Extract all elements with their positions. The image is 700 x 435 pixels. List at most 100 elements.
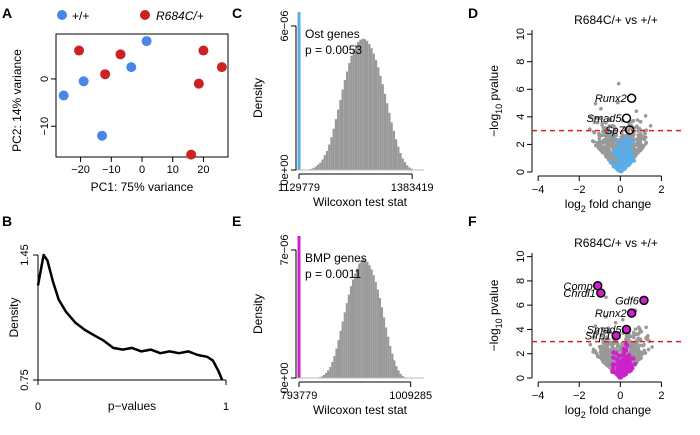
histogram-bar (403, 162, 407, 170)
annotation-gene-set: Ost genes (305, 27, 360, 41)
background-gene-point (605, 150, 609, 154)
histogram-bar (393, 360, 396, 378)
background-gene-point (613, 320, 618, 325)
panel-a-pca-chart: +/+ R684C/+ −20 −10 0 10 20 0 −10 PC1: 75% varian… (10, 9, 229, 194)
background-gene-point (639, 134, 643, 139)
background-gene-point (598, 142, 602, 147)
histogram-bar (374, 282, 377, 378)
background-gene-point (631, 145, 636, 150)
x-tick-label: 2 (658, 390, 664, 402)
background-gene-point (593, 116, 597, 120)
background-gene-point (597, 136, 602, 141)
gene-set-point (614, 351, 619, 356)
histogram-bar (401, 158, 404, 170)
x-axis-label: Wilcoxon test stat (313, 403, 408, 417)
histogram-bar (337, 109, 340, 170)
background-gene-point (606, 363, 610, 368)
background-gene-point (636, 133, 640, 137)
background-gene-point (634, 332, 639, 336)
gene-set-point (610, 369, 615, 375)
gene-set-point (632, 361, 638, 367)
gene-set-point (611, 151, 616, 156)
histogram-bar (339, 330, 342, 378)
background-gene-point (606, 357, 611, 361)
panel-c-histogram-ost: 1129779 1383419 0e+00 6e−06 Wilcoxon test st… (251, 11, 434, 209)
gene-set-point (611, 355, 616, 360)
background-gene-point (595, 120, 600, 125)
histogram-bar (368, 44, 371, 170)
background-gene-point (632, 335, 636, 340)
data-point (126, 62, 137, 73)
gene-set-point (617, 359, 622, 364)
labelled-gene-marker (624, 125, 635, 135)
y-tick-label: 6 (515, 86, 527, 92)
background-gene-point (608, 329, 613, 334)
x-tick-label: 1129779 (278, 182, 320, 194)
x-tick-label: 1383419 (391, 182, 434, 194)
panel-letter-f: F (468, 213, 477, 229)
histogram-bar (330, 137, 333, 170)
background-gene-point (600, 349, 604, 354)
y-tick-label: 0 (39, 76, 51, 82)
y-tick-label: 0e+00 (279, 363, 291, 394)
background-gene-point (614, 133, 619, 138)
gene-set-point (619, 365, 624, 371)
data-point (216, 62, 227, 73)
background-gene-point (601, 129, 605, 134)
background-gene-point (602, 338, 606, 342)
background-gene-point (592, 139, 596, 144)
background-gene-point (592, 120, 597, 125)
gene-label: Runx2 (595, 93, 627, 105)
chart-title: R684C/+ vs +/+ (574, 236, 658, 250)
gene-set-point (622, 153, 627, 158)
histogram-bar (370, 269, 373, 378)
histogram-bar (345, 303, 348, 378)
gene-set-point (613, 148, 619, 153)
labelled-gene-marker (626, 308, 637, 318)
background-gene-point (600, 140, 605, 145)
legend-mut-label: R684C/+ (156, 9, 204, 23)
histogram-bar (376, 289, 379, 378)
histogram-bar (397, 146, 400, 170)
background-gene-point (591, 129, 596, 134)
background-gene-point (599, 133, 604, 138)
y-axis-label: PC2: 14% variance (10, 49, 24, 152)
x-tick-label: 1009285 (389, 390, 432, 402)
gene-label: Runx2 (595, 308, 627, 320)
gene-label: Sfrp1 (585, 331, 611, 343)
background-gene-point (606, 127, 611, 131)
background-gene-point (593, 101, 598, 106)
background-gene-point (605, 329, 610, 334)
background-gene-point (604, 315, 608, 319)
histogram-bar (349, 286, 352, 378)
histogram-bar (410, 168, 413, 170)
background-gene-point (636, 129, 640, 133)
histogram-bar (320, 376, 323, 378)
legend-mut-marker (140, 10, 150, 20)
background-gene-point (598, 116, 602, 121)
data-point (74, 45, 85, 56)
histogram-bar (366, 40, 369, 170)
background-gene-point (628, 349, 633, 354)
background-gene-point (631, 330, 636, 335)
gene-set-point (629, 138, 635, 144)
background-gene-point (646, 334, 650, 338)
x-axis-label: Wilcoxon test stat (313, 195, 408, 209)
background-gene-point (611, 140, 616, 144)
x-tick-label: 0 (617, 390, 623, 402)
data-point (58, 90, 69, 101)
x-tick-label: −4 (532, 184, 545, 196)
background-gene-point (631, 352, 636, 357)
background-gene-point (635, 137, 640, 141)
annotation-gene-set: BMP genes (305, 251, 367, 265)
gene-set-point (620, 352, 626, 358)
data-point (115, 49, 126, 60)
histogram-bar (331, 362, 334, 378)
histogram-bar (401, 375, 404, 378)
histogram-bar (343, 312, 346, 378)
background-gene-point (633, 346, 638, 350)
histogram-bar (322, 374, 326, 378)
background-gene-point (606, 147, 611, 151)
histogram-bar (372, 53, 375, 170)
background-gene-point (600, 344, 604, 349)
